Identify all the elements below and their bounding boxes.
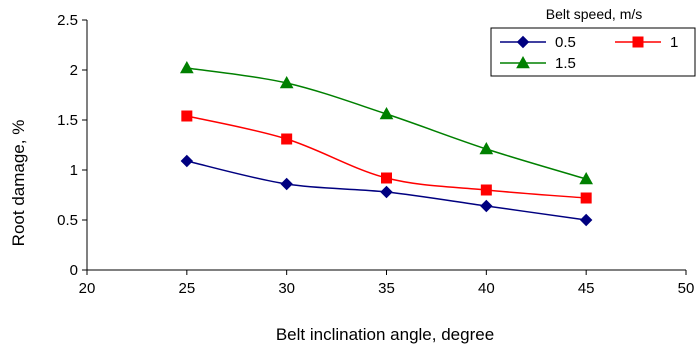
data-point (381, 172, 392, 184)
y-tick-label: 2 (70, 62, 78, 79)
y-tick-label: 1.5 (57, 112, 78, 129)
data-point (580, 192, 592, 204)
x-axis-title: Belt inclination angle, degree (276, 325, 494, 344)
legend-label: 1.5 (555, 55, 576, 72)
series-layer (179, 60, 594, 227)
data-point (379, 106, 394, 120)
legend-swatch-marker (516, 55, 530, 69)
x-tick-label: 20 (79, 280, 96, 297)
legend-item-2: 1 (615, 34, 678, 51)
data-point (380, 185, 393, 199)
legend: Belt speed, m/s 0.5 1 1.5 (490, 6, 696, 77)
data-point (181, 110, 193, 122)
y-axis-title: Root damage, % (9, 120, 28, 247)
legend-label: 1 (670, 34, 678, 51)
data-point (281, 133, 293, 145)
data-point (579, 171, 594, 185)
legend-box (490, 27, 696, 77)
x-tick-label: 40 (478, 280, 495, 297)
legend-item-1: 0.5 (500, 34, 576, 51)
y-tick-label: 0 (70, 262, 78, 279)
legend-label: 0.5 (555, 34, 576, 51)
data-point (479, 141, 494, 155)
x-tick-label: 50 (678, 280, 695, 297)
data-point (579, 213, 593, 227)
series-1 (180, 154, 593, 227)
legend-swatch-marker (516, 35, 530, 49)
series-2 (181, 110, 592, 204)
y-tick-label: 0.5 (57, 212, 78, 229)
x-tick-label: 25 (178, 280, 195, 297)
data-point (480, 184, 492, 196)
data-point (280, 177, 293, 191)
x-tick-label: 45 (578, 280, 595, 297)
legend-items: 0.5 1 1.5 (500, 34, 678, 72)
legend-title: Belt speed, m/s (546, 6, 643, 22)
data-point (480, 199, 493, 213)
y-axis-ticks: 0 0.5 1 1.5 2 2.5 (57, 12, 87, 279)
legend-swatch-marker (632, 36, 644, 48)
y-tick-label: 2.5 (57, 12, 78, 29)
x-tick-label: 30 (278, 280, 295, 297)
series-3 (179, 60, 594, 185)
legend-item-3: 1.5 (500, 55, 576, 72)
data-point (180, 154, 194, 168)
y-tick-label: 1 (70, 162, 78, 179)
plot-area: 0 0.5 1 1.5 2 2.5 20 25 30 35 40 45 50 (57, 12, 694, 297)
data-point (279, 75, 294, 89)
data-point (179, 60, 194, 74)
x-tick-label: 35 (378, 280, 395, 297)
x-axis-ticks: 20 25 30 35 40 45 50 (79, 270, 695, 297)
